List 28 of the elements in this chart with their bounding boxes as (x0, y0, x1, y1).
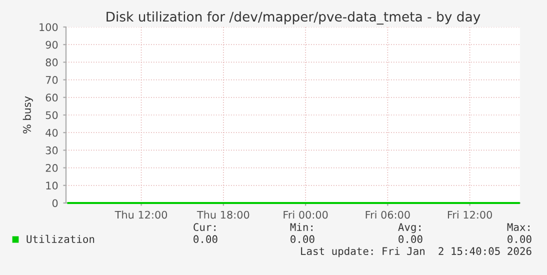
y-tick-label: 30 (46, 146, 58, 154)
text: Cur: (194, 223, 216, 232)
chart-title: Disk utilization for /dev/mapper/pve-data_tmeta - by day (106, 11, 480, 25)
text: 0.00 (194, 235, 218, 244)
y-tick-label: 10 (46, 182, 58, 190)
text: 0.00 (398, 235, 422, 244)
y-tick-label: 40 (46, 128, 58, 137)
x-tick-label: Thu 12:00 (114, 210, 168, 219)
y-tick-label: 0 (52, 199, 58, 208)
y-tick-label: 50 (46, 111, 58, 120)
y-axis-title: % busy (22, 96, 33, 134)
y-tick-label: 90 (46, 40, 58, 49)
x-tick-label: Fri 12:00 (448, 210, 492, 219)
y-tick-label: 80 (46, 58, 58, 66)
x-tick-label: Thu 18:00 (196, 210, 250, 219)
text: Avg: (398, 223, 420, 234)
y-tick-label: 60 (46, 94, 58, 102)
y-tick-label: 70 (46, 76, 58, 84)
y-tick-label: 20 (46, 164, 58, 172)
x-tick-label: Fri 06:00 (366, 210, 410, 219)
text: 0.00 (290, 235, 314, 244)
legend-label: Utilization (26, 234, 94, 244)
text: Min: (290, 222, 312, 231)
text: 0.00 (508, 235, 532, 244)
text: Max: (507, 223, 530, 232)
y-tick-label: 100 (40, 23, 58, 32)
text: Last update: Fri Jan 2 15:40:05 2026 (301, 246, 532, 258)
x-tick-label: Fri 00:00 (284, 210, 328, 219)
